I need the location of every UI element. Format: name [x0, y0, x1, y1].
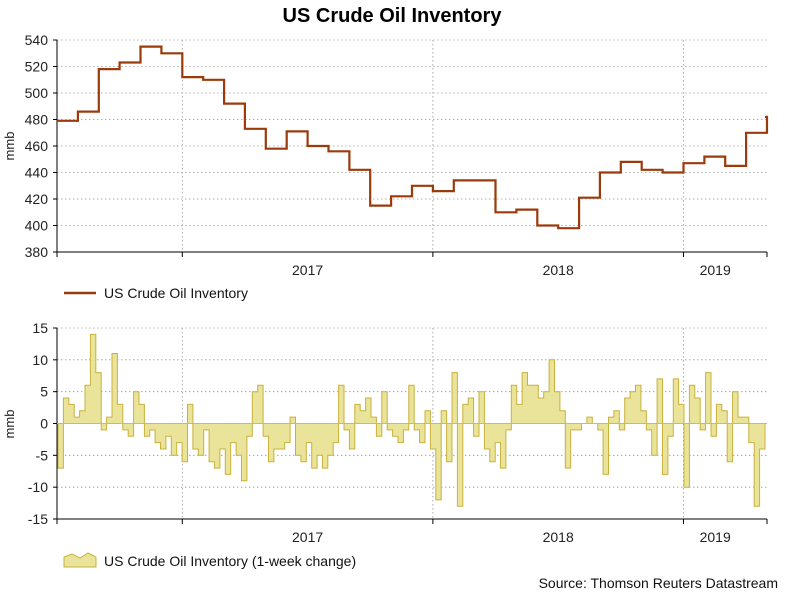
bottom-legend-swatch — [63, 552, 97, 568]
bottom-x-ticks: 2017 2018 2019 — [292, 529, 731, 545]
bottom-y-ticks: -15 -10 -5 0 5 10 15 — [28, 320, 48, 527]
top-y-tick-label: 420 — [25, 191, 49, 207]
bottom-y-tick-label: 10 — [32, 352, 48, 368]
bottom-y-axis-label: mmb — [2, 410, 17, 439]
top-y-tick-label: 380 — [25, 244, 49, 260]
top-y-axis-label: mmb — [2, 132, 17, 161]
chart-title: US Crude Oil Inventory — [283, 5, 503, 27]
inventory-series-line — [57, 45, 769, 230]
bottom-y-tick-label: 15 — [32, 320, 48, 336]
top-x-tick-label: 2019 — [700, 262, 731, 278]
top-x-tick-label: 2017 — [292, 262, 323, 278]
weekly-change-area — [57, 333, 766, 507]
bottom-y-tick-label: 0 — [40, 416, 48, 432]
top-panel: 380 400 420 440 460 480 500 520 540 2017 2018 2019… — [2, 32, 769, 301]
source-note: Source: Thomson Reuters Datastream — [539, 575, 778, 591]
top-y-tick-label: 480 — [25, 112, 49, 128]
top-y-tick-label: 520 — [25, 59, 49, 75]
bottom-x-tick-label: 2018 — [543, 529, 574, 545]
top-y-ticks: 380 400 420 440 460 480 500 520 540 — [25, 32, 49, 260]
top-y-tick-label: 540 — [25, 32, 49, 48]
top-axes — [53, 39, 768, 257]
top-legend-label: US Crude Oil Inventory — [104, 285, 248, 301]
bottom-y-tick-label: 5 — [40, 384, 48, 400]
bottom-y-tick-label: -5 — [36, 447, 49, 463]
bottom-panel: -15 -10 -5 0 5 10 15 2017 2018 2019 mmb US Crude… — [2, 320, 768, 569]
top-legend: US Crude Oil Inventory — [64, 285, 248, 301]
top-grid — [57, 39, 767, 252]
bottom-y-tick-label: -15 — [28, 511, 48, 527]
top-x-tick-label: 2018 — [543, 262, 574, 278]
top-y-tick-label: 440 — [25, 165, 49, 181]
bottom-y-tick-label: -10 — [28, 479, 48, 495]
top-y-tick-label: 400 — [25, 218, 49, 234]
bottom-legend-label: US Crude Oil Inventory (1-week change) — [104, 553, 356, 569]
top-y-tick-label: 460 — [25, 138, 49, 154]
bottom-x-tick-label: 2019 — [700, 529, 731, 545]
top-y-tick-label: 500 — [25, 85, 49, 101]
top-x-ticks: 2017 2018 2019 — [292, 262, 731, 278]
bottom-legend: US Crude Oil Inventory (1-week change) — [63, 552, 356, 569]
bottom-x-tick-label: 2017 — [292, 529, 323, 545]
